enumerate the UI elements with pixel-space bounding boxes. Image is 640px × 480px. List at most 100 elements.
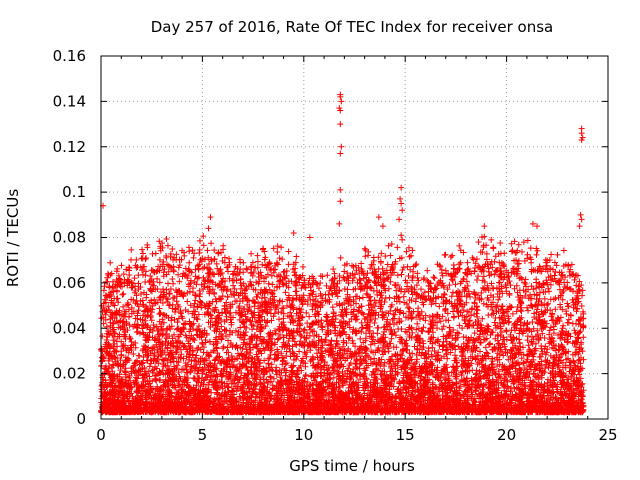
data-point — [524, 304, 531, 311]
data-point — [319, 345, 326, 352]
data-point — [515, 241, 522, 248]
data-point — [407, 252, 414, 259]
data-point — [559, 296, 566, 303]
data-point — [159, 300, 166, 307]
data-point — [229, 271, 236, 278]
data-point — [565, 316, 572, 323]
data-point — [254, 252, 261, 259]
data-point — [298, 333, 305, 340]
data-point — [139, 246, 146, 253]
data-point — [365, 252, 372, 259]
data-point — [465, 265, 472, 272]
data-point — [266, 364, 273, 371]
data-point — [283, 360, 290, 367]
data-point — [346, 334, 353, 341]
data-point — [394, 272, 401, 279]
data-point — [391, 311, 398, 318]
data-point — [554, 251, 561, 258]
data-point — [441, 291, 448, 298]
data-point — [371, 320, 378, 327]
data-point — [388, 353, 395, 360]
data-point — [196, 250, 203, 257]
data-point — [396, 308, 403, 315]
data-point — [324, 272, 331, 279]
data-point — [226, 255, 233, 262]
data-point — [356, 295, 363, 302]
data-point — [190, 254, 197, 261]
data-point — [456, 242, 463, 249]
data-point — [425, 292, 432, 299]
data-point — [403, 300, 410, 307]
data-point — [456, 322, 463, 329]
data-point — [107, 259, 114, 266]
data-point — [358, 260, 365, 267]
data-point — [163, 235, 170, 242]
data-point — [561, 283, 568, 290]
data-point — [533, 251, 540, 258]
data-point — [174, 319, 181, 326]
data-point — [269, 281, 276, 288]
data-point — [102, 311, 109, 318]
data-point — [421, 289, 428, 296]
data-point — [367, 341, 374, 348]
data-point — [509, 310, 516, 317]
data-point — [284, 302, 291, 309]
data-point — [547, 324, 554, 331]
data-point — [418, 328, 425, 335]
data-point — [288, 301, 295, 308]
data-point — [475, 239, 482, 246]
data-point — [443, 317, 450, 324]
data-point — [431, 275, 438, 282]
data-point — [189, 336, 196, 343]
data-point — [563, 310, 570, 317]
data-point — [399, 267, 406, 274]
data-point — [285, 261, 292, 268]
data-point — [439, 326, 446, 333]
data-point — [229, 388, 236, 395]
data-point — [364, 314, 371, 321]
data-point — [248, 282, 255, 289]
data-point — [247, 278, 254, 285]
data-point — [278, 350, 285, 357]
data-point — [211, 289, 218, 296]
data-point — [525, 342, 532, 349]
data-point — [240, 259, 247, 266]
data-point — [191, 279, 198, 286]
data-point — [415, 277, 422, 284]
data-point — [480, 300, 487, 307]
data-point — [557, 301, 564, 308]
data-point — [457, 301, 464, 308]
data-point — [501, 320, 508, 327]
data-point — [541, 295, 548, 302]
data-point — [428, 301, 435, 308]
data-point — [385, 348, 392, 355]
data-point — [401, 299, 408, 306]
data-point — [543, 279, 550, 286]
data-point — [146, 363, 153, 370]
data-point — [497, 239, 504, 246]
data-point — [337, 254, 344, 261]
data-point — [160, 319, 167, 326]
data-point — [455, 330, 462, 337]
data-point — [196, 237, 203, 244]
data-point — [538, 358, 545, 365]
data-point — [420, 324, 427, 331]
data-point — [352, 316, 359, 323]
data-point — [274, 243, 281, 250]
data-point — [157, 309, 164, 316]
data-point — [506, 318, 513, 325]
data-point — [580, 334, 587, 341]
data-point — [480, 273, 487, 280]
data-point — [391, 315, 398, 322]
data-point — [483, 250, 490, 257]
data-point — [121, 368, 128, 375]
data-point — [194, 316, 201, 323]
data-point — [436, 303, 443, 310]
data-point — [156, 305, 163, 312]
data-point — [448, 293, 455, 300]
data-point — [154, 275, 161, 282]
data-point — [192, 297, 199, 304]
data-point — [169, 275, 176, 282]
data-point — [576, 317, 583, 324]
